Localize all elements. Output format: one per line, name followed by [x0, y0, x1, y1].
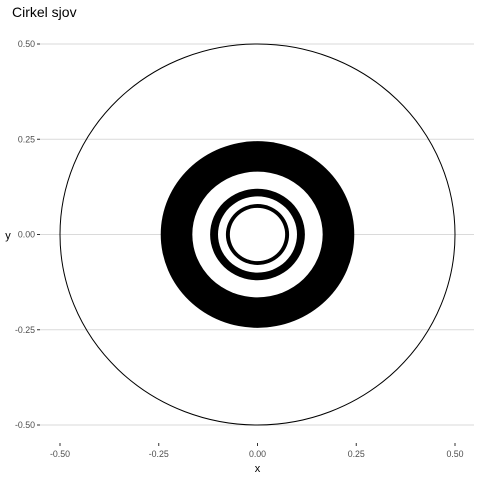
circle-0: [59, 43, 456, 426]
circles: [59, 43, 456, 426]
y-tick-label: 0.50: [18, 39, 35, 49]
x-tick-label: 0.25: [348, 449, 365, 459]
y-tick-label: -0.50: [15, 420, 35, 430]
y-tick-label: 0.00: [18, 230, 35, 240]
x-tick-label: 0.50: [446, 449, 463, 459]
y-tick-label: -0.25: [15, 325, 35, 335]
x-axis-label: x: [255, 463, 261, 475]
circle-6: [229, 207, 286, 262]
x-tick-label: -0.25: [149, 449, 169, 459]
x-tick-label: -0.50: [50, 449, 70, 459]
y-tick-label: 0.25: [18, 134, 35, 144]
axes: -0.50 -0.25 0.00 0.25 0.50 -0.50 -0.25 0.00 0.25…: [15, 39, 464, 459]
chart-title: Cirkel sjov: [12, 4, 77, 20]
y-axis-label: y: [5, 230, 11, 242]
x-tick-label: 0.00: [249, 449, 266, 459]
